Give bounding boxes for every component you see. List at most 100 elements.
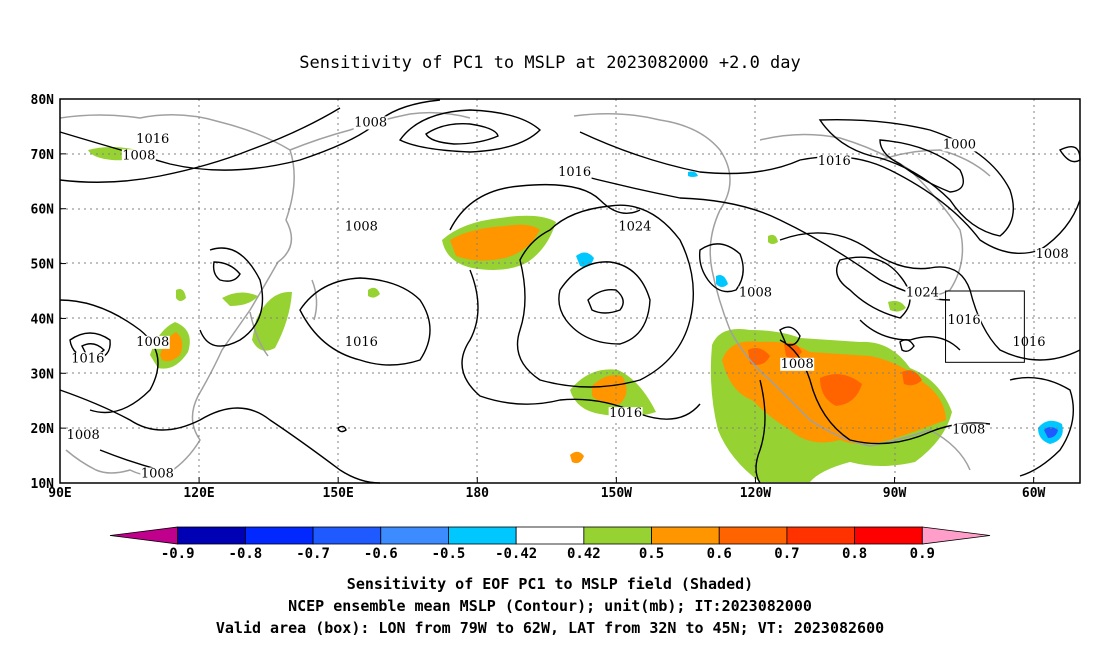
caption-line-2: NCEP ensemble mean MSLP (Contour); unit(… bbox=[288, 597, 812, 615]
colorbar-swatch bbox=[448, 526, 517, 545]
contour-label-bg bbox=[780, 357, 815, 371]
contour-label-bg bbox=[817, 154, 852, 168]
contour-label-bg bbox=[947, 313, 982, 327]
colorbar-arrow-high bbox=[921, 526, 991, 545]
contour-label: 1024 bbox=[618, 220, 651, 235]
shade-patch-green bbox=[252, 291, 292, 351]
lat-tick-label: 10N bbox=[31, 477, 55, 492]
colorbar-swatch bbox=[244, 526, 314, 545]
contour-label-bg bbox=[905, 286, 940, 300]
shade-patch-orange bbox=[160, 332, 183, 362]
lon-tick-label: 150W bbox=[601, 486, 632, 501]
colorbar-label: -0.8 bbox=[229, 546, 263, 562]
contour-label-bg bbox=[344, 220, 379, 234]
colorbar-arrow-low bbox=[109, 526, 179, 545]
lon-tick-label: 180 bbox=[466, 486, 490, 501]
contour-label: 1016 bbox=[558, 165, 591, 180]
valid-area-box bbox=[945, 290, 1025, 363]
lat-tick-label: 80N bbox=[31, 93, 55, 108]
figure-title: Sensitivity of PC1 to MSLP at 2023082000… bbox=[299, 53, 801, 73]
caption-line-1: Sensitivity of EOF PC1 to MSLP field (Sh… bbox=[347, 575, 753, 593]
contour-label-bg bbox=[1035, 248, 1070, 262]
contour-label: 1000 bbox=[943, 137, 976, 152]
colorbar-label: 0.6 bbox=[707, 546, 732, 562]
contour-label-bg bbox=[135, 335, 170, 349]
colorbar-label: -0.42 bbox=[495, 546, 537, 562]
colorbar-swatch bbox=[312, 526, 382, 545]
colorbar-label: 0.8 bbox=[842, 546, 867, 562]
colorbar-swatch bbox=[583, 526, 652, 545]
lon-tick-label: 90E bbox=[48, 486, 71, 501]
shade-patch-blue bbox=[716, 275, 728, 287]
shade-patch-red bbox=[820, 374, 862, 406]
shade-patch-orange bbox=[450, 224, 540, 261]
colorbar-swatch bbox=[380, 526, 449, 545]
contour-label: 1016 bbox=[1012, 335, 1045, 350]
contour-label: 1008 bbox=[781, 357, 814, 372]
colorbar-swatch bbox=[854, 526, 923, 545]
mslp-contours bbox=[59, 99, 1081, 484]
shade-patch-red bbox=[902, 370, 922, 386]
contour-label: 1016 bbox=[609, 406, 642, 421]
colorbar-label: -0.7 bbox=[296, 546, 330, 562]
shade-patch-green bbox=[222, 292, 258, 306]
shade-patch-blue bbox=[1044, 427, 1058, 438]
colorbar-label: -0.5 bbox=[432, 546, 466, 562]
contour-label: 1016 bbox=[818, 154, 851, 169]
contour-label: 1016 bbox=[948, 313, 981, 328]
shade-patch-green bbox=[888, 300, 906, 312]
contour-label: 1016 bbox=[71, 351, 104, 366]
colorbar-label: -0.9 bbox=[161, 546, 195, 562]
lon-tick-label: 60W bbox=[1022, 486, 1046, 501]
shade-patch-green bbox=[768, 234, 778, 244]
contour-label-bg bbox=[608, 407, 643, 421]
lon-tick-label: 90W bbox=[883, 486, 907, 501]
contour-label-bg bbox=[121, 149, 156, 163]
contour-label: 1008 bbox=[141, 467, 174, 482]
shade-patch-green bbox=[368, 287, 380, 298]
lat-tick-label: 30N bbox=[31, 367, 55, 382]
colorbar-swatch bbox=[177, 526, 246, 545]
lon-tick-label: 120W bbox=[740, 486, 771, 501]
contour-label-bg bbox=[135, 132, 170, 146]
contour-label-bg bbox=[738, 286, 773, 300]
contour-label-bg bbox=[1012, 335, 1046, 349]
colorbar-swatch bbox=[651, 526, 720, 545]
colorbar-label: -0.6 bbox=[364, 546, 398, 562]
contour-label: 1008 bbox=[1036, 247, 1069, 262]
lon-ticks: 90E 120E 150E 180 150W 120W 90W 60W bbox=[48, 477, 1046, 501]
contour-label: 1024 bbox=[906, 285, 939, 300]
colorbar-swatch bbox=[718, 526, 788, 545]
lon-tick-label: 150E bbox=[323, 486, 354, 501]
shade-patch-blue bbox=[688, 171, 698, 177]
contour-label: 1008 bbox=[122, 148, 155, 163]
contour-label: 1016 bbox=[345, 335, 378, 350]
lon-tick-label: 120E bbox=[183, 486, 214, 501]
contour-label: 1016 bbox=[136, 132, 169, 147]
contour-label: 1008 bbox=[354, 115, 387, 130]
lat-tick-label: 40N bbox=[31, 312, 55, 327]
map-frame bbox=[59, 98, 1081, 484]
caption-line-3: Valid area (box): LON from 79W to 62W, L… bbox=[216, 619, 884, 637]
contour-label-bg bbox=[617, 220, 652, 234]
contour-label: 1008 bbox=[952, 423, 985, 438]
lat-tick-label: 50N bbox=[31, 258, 55, 273]
contour-label-bg bbox=[70, 352, 105, 366]
colorbar-swatch bbox=[515, 526, 585, 545]
contour-label-bg bbox=[66, 429, 101, 443]
colorbar-label: 0.7 bbox=[774, 546, 799, 562]
colorbar: -0.9 -0.8 -0.7 -0.6 -0.5 -0.42 0.42 0.5 0.6 0.7 0.… bbox=[109, 526, 991, 562]
colorbar-swatch bbox=[786, 526, 856, 545]
contour-label-bg bbox=[942, 138, 977, 152]
shade-patch-orange bbox=[570, 451, 584, 464]
contour-label: 1008 bbox=[67, 428, 100, 443]
lat-ticks: 10N 20N 30N 40N 50N 60N 70N 80N bbox=[31, 93, 66, 492]
shade-patch-red bbox=[748, 348, 770, 365]
lat-tick-label: 70N bbox=[31, 148, 55, 163]
contour-label-bg bbox=[951, 423, 986, 437]
contour-label-bg bbox=[557, 165, 592, 179]
lat-tick-label: 60N bbox=[31, 203, 55, 218]
